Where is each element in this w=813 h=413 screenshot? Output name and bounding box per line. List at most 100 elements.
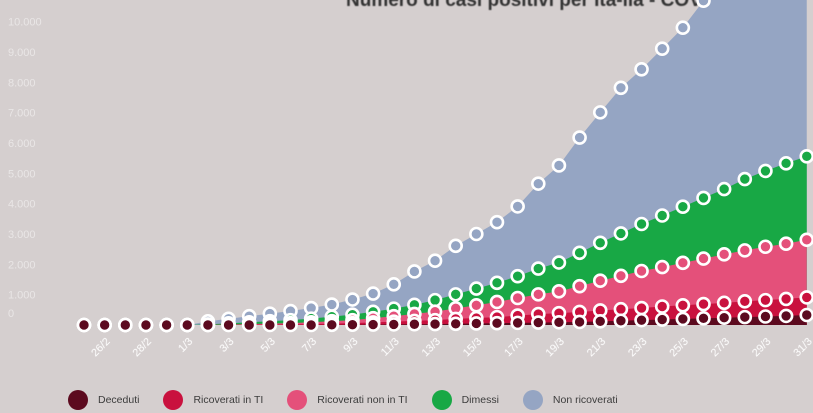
point-dimessi: [634, 216, 649, 232]
point-ricoverati-non-in-ti: [737, 243, 753, 258]
legend-item-dimessi: Dimessi: [426, 390, 499, 410]
x-tick-label: 9/3: [341, 336, 360, 355]
point-dimessi: [530, 261, 546, 276]
point-non-ricoverati: [572, 130, 587, 145]
point-ricoverati-in-ti: [634, 300, 649, 316]
point-deceduti: [778, 308, 794, 324]
point-ricoverati-non-in-ti: [551, 284, 567, 299]
chart-plot: 10.000 9.000 8.000 7.000 6.000 5.000 4.000 3.00…: [8, 0, 813, 360]
point-ricoverati-non-in-ti: [489, 294, 505, 310]
chart-legend: Deceduti Ricoverati in TI Ricoverati non i…: [62, 388, 636, 412]
x-tick-label: 31/3: [791, 336, 813, 360]
point-dimessi: [572, 245, 587, 261]
point-ricoverati-in-ti: [758, 292, 773, 308]
point-dimessi: [613, 226, 629, 241]
point-deceduti: [324, 317, 340, 333]
point-dimessi: [778, 156, 794, 171]
point-dimessi: [592, 235, 608, 251]
x-tick-label: 28/2: [130, 336, 154, 360]
point-deceduti: [365, 317, 381, 332]
x-tick-label: 13/3: [420, 336, 444, 360]
point-deceduti: [200, 317, 216, 333]
point-non-ricoverati: [634, 61, 649, 77]
point-dimessi: [469, 281, 484, 296]
point-non-ricoverati: [324, 297, 340, 312]
point-deceduti: [551, 314, 567, 330]
legend-swatch: [287, 390, 308, 410]
point-deceduti: [654, 312, 670, 327]
x-tick-label: 21/3: [585, 336, 609, 360]
point-ricoverati-non-in-ti: [592, 273, 608, 289]
point-ricoverati-in-ti: [613, 301, 629, 317]
point-non-ricoverati: [427, 253, 443, 268]
y-tick-label: 6.000: [8, 138, 36, 150]
legend-label: Deceduti: [98, 394, 140, 406]
legend-item-non-ricoverati: Non ricoverati: [517, 390, 618, 410]
legend-item-deceduti: Deceduti: [62, 390, 139, 410]
point-non-ricoverati: [386, 277, 402, 292]
point-ricoverati-non-in-ti: [799, 232, 813, 248]
legend-swatch: [163, 390, 184, 410]
x-tick-label: 23/3: [626, 336, 650, 360]
point-non-ricoverati: [592, 105, 608, 120]
legend-label: Dimessi: [461, 394, 499, 406]
point-dimessi: [448, 287, 464, 302]
x-tick-label: 7/3: [300, 336, 319, 355]
point-deceduti: [489, 315, 505, 331]
point-dimessi: [799, 149, 813, 164]
y-tick-label: 2.000: [8, 259, 36, 271]
point-non-ricoverati: [365, 286, 381, 301]
x-tick-label: 5/3: [259, 336, 278, 355]
point-non-ricoverati: [489, 214, 505, 230]
point-deceduti: [530, 315, 546, 330]
point-non-ricoverati: [407, 264, 422, 279]
point-ricoverati-non-in-ti: [696, 251, 711, 266]
point-ricoverati-in-ti: [675, 297, 691, 313]
legend-label: Ricoverati non in TI: [317, 394, 408, 406]
point-deceduti: [716, 310, 732, 326]
point-dimessi: [654, 208, 670, 223]
point-deceduti: [159, 317, 174, 333]
point-dimessi: [696, 190, 711, 206]
y-tick-label: 0: [8, 308, 14, 320]
point-non-ricoverati: [654, 41, 670, 56]
legend-item-ricoverati-in-ti: Ricoverati in TI: [157, 390, 263, 410]
point-deceduti: [241, 317, 257, 333]
point-ricoverati-non-in-ti: [778, 236, 794, 252]
y-tick-label: 8.000: [8, 77, 36, 89]
point-dimessi: [489, 275, 505, 291]
point-deceduti: [448, 316, 464, 332]
point-deceduti: [76, 317, 92, 333]
y-tick-label: 7.000: [8, 108, 36, 120]
legend-swatch: [522, 390, 543, 410]
point-deceduti: [262, 317, 278, 333]
point-deceduti: [758, 309, 773, 324]
point-ricoverati-non-in-ti: [634, 263, 649, 279]
x-tick-label: 15/3: [461, 336, 485, 360]
legend-label: Non ricoverati: [552, 394, 618, 406]
point-deceduti: [572, 314, 587, 330]
point-non-ricoverati: [448, 238, 464, 254]
point-ricoverati-in-ti: [737, 294, 753, 309]
point-non-ricoverati: [551, 158, 567, 173]
y-tick-label: 5.000: [8, 168, 36, 180]
point-ricoverati-non-in-ti: [510, 290, 525, 306]
point-deceduti: [407, 316, 422, 332]
point-non-ricoverati: [696, 0, 711, 9]
point-non-ricoverati: [510, 199, 525, 214]
legend-swatch: [431, 390, 452, 410]
chart-title: Numero di casi positivi per Ita-lia - CO…: [346, 0, 749, 11]
legend-label: Ricoverati in TI: [193, 394, 264, 406]
point-non-ricoverati: [675, 20, 691, 36]
point-ricoverati-non-in-ti: [613, 268, 629, 284]
point-deceduti: [179, 317, 195, 333]
point-ricoverati-in-ti: [696, 296, 711, 312]
x-tick-label: 17/3: [502, 336, 526, 360]
point-ricoverati-non-in-ti: [675, 255, 691, 271]
x-tick-label: 27/3: [709, 336, 733, 360]
point-deceduti: [469, 316, 484, 331]
point-ricoverati-non-in-ti: [572, 278, 587, 294]
point-deceduti: [510, 315, 525, 331]
y-tick-label: 3.000: [8, 229, 36, 241]
legend-item-ricoverati-non-in-ti: Ricoverati non in TI: [281, 390, 408, 410]
